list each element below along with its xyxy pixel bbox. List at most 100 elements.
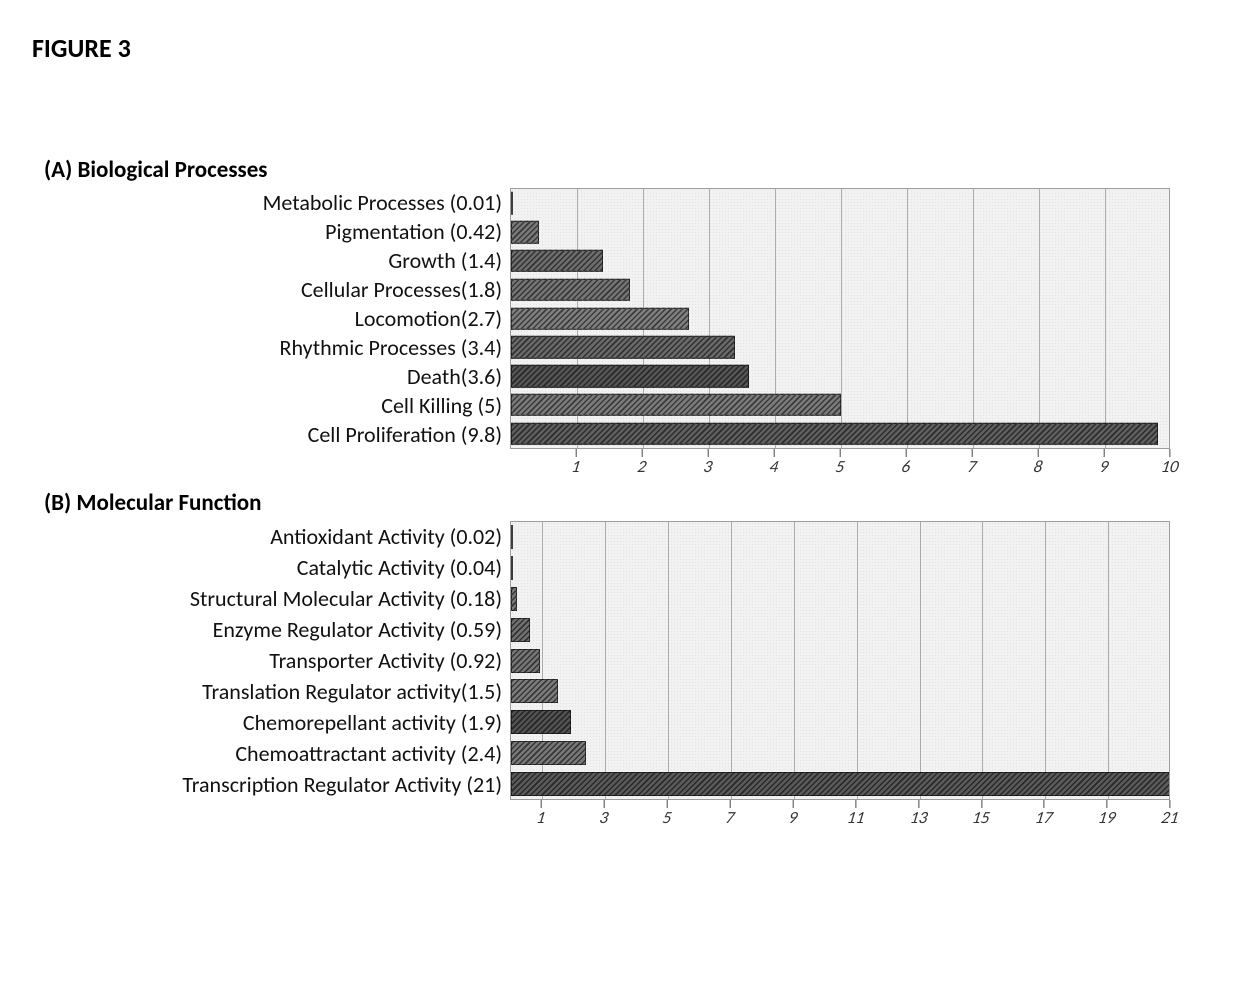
tick-label: 3 [598, 809, 610, 826]
bar [511, 192, 513, 214]
tick-label: 1 [570, 458, 582, 475]
category-label: Cell Killing (5) [32, 391, 502, 420]
section-title: (A) Biological Processes [44, 156, 1200, 184]
labels-column: Antioxidant Activity (0.02)Catalytic Act… [32, 521, 510, 828]
category-label: Rhythmic Processes (3.4) [32, 333, 502, 362]
bar-row [511, 304, 1169, 333]
bar-row [511, 645, 1169, 676]
tick-label: 9 [787, 809, 799, 826]
bar [511, 365, 749, 387]
category-label: Chemoattractant activity (2.4) [32, 738, 502, 769]
category-label: Enzyme Regulator Activity (0.59) [32, 614, 502, 645]
axis-tick: 8 [1034, 449, 1043, 475]
bar [511, 649, 540, 673]
category-label: Chemorepellant activity (1.9) [32, 707, 502, 738]
category-label: Structural Molecular Activity (0.18) [32, 583, 502, 614]
bar [511, 587, 517, 611]
bar-row [511, 584, 1169, 615]
axis-ticks: 12345678910 [510, 449, 1170, 477]
category-label: Catalytic Activity (0.04) [32, 552, 502, 583]
axis-tick: 9 [1100, 449, 1109, 475]
axis-tick: 7 [726, 800, 735, 826]
chart-panel: (B) Molecular Function Antioxidant Activi… [32, 489, 1200, 828]
bar-row [511, 390, 1169, 419]
category-label: Transporter Activity (0.92) [32, 645, 502, 676]
chart-panel: (A) Biological Processes Metabolic Proces… [32, 156, 1200, 477]
tick-label: 2 [636, 458, 648, 475]
tick-label: 7 [724, 809, 736, 826]
bar [511, 336, 735, 358]
bar-row [511, 553, 1169, 584]
bar-row [511, 333, 1169, 362]
bars [511, 522, 1169, 799]
tick-label: 5 [834, 458, 846, 475]
labels-column: Metabolic Processes (0.01)Pigmentation (… [32, 188, 510, 477]
bar-row [511, 362, 1169, 391]
axis-spacer [32, 800, 502, 828]
axis-tick: 5 [836, 449, 845, 475]
axis-tick: 1 [572, 449, 581, 475]
bar-row [511, 275, 1169, 304]
axis-tick: 1 [537, 800, 546, 826]
bars [511, 189, 1169, 448]
tick-label: 3 [702, 458, 714, 475]
axis-spacer [32, 449, 502, 477]
axis-tick: 21 [1161, 800, 1178, 826]
bar-row [511, 768, 1169, 799]
bar-row [511, 676, 1169, 707]
tick-label: 4 [768, 458, 780, 475]
bar-row [511, 707, 1169, 738]
bar [511, 221, 539, 243]
plot-column: 13579111315171921 [510, 521, 1170, 828]
bar-row [511, 522, 1169, 553]
tick-label: 6 [900, 458, 912, 475]
tick-label: 17 [1034, 809, 1054, 826]
panels-host: (A) Biological Processes Metabolic Proces… [32, 156, 1200, 828]
tick-label: 1 [536, 809, 548, 826]
x-axis: 13579111315171921 [510, 800, 1170, 828]
bar [511, 525, 513, 549]
page: FIGURE 3 (A) Biological ProcessesMetabol… [0, 0, 1240, 1005]
bar [511, 307, 689, 329]
category-label: Pigmentation (0.42) [32, 217, 502, 246]
tick-label: 19 [1097, 809, 1117, 826]
bar-row [511, 218, 1169, 247]
axis-tick: 15 [973, 800, 990, 826]
tick-label: 5 [661, 809, 673, 826]
axis-tick: 11 [847, 800, 864, 826]
category-label: Cell Proliferation (9.8) [32, 420, 502, 449]
chart-block: Antioxidant Activity (0.02)Catalytic Act… [32, 521, 1200, 828]
axis-tick: 17 [1036, 800, 1053, 826]
plot-column: 12345678910 [510, 188, 1170, 477]
category-label: Cellular Processes(1.8) [32, 275, 502, 304]
bar [511, 279, 630, 301]
axis-tick: 4 [770, 449, 779, 475]
tick-label: 13 [908, 809, 928, 826]
bar [511, 394, 841, 416]
plot-area [510, 188, 1170, 449]
section-title: (B) Molecular Function [44, 489, 1200, 517]
tick-label: 21 [1160, 809, 1180, 826]
axis-tick: 6 [902, 449, 911, 475]
axis-tick: 3 [600, 800, 609, 826]
bar [511, 710, 571, 734]
axis-tick: 19 [1099, 800, 1116, 826]
bar-row [511, 419, 1169, 448]
tick-label: 15 [971, 809, 991, 826]
category-label: Growth (1.4) [32, 246, 502, 275]
bar [511, 556, 513, 580]
axis-tick: 2 [638, 449, 647, 475]
tick-label: 7 [966, 458, 978, 475]
plot-area [510, 521, 1170, 800]
bar [511, 679, 558, 703]
x-axis: 12345678910 [510, 449, 1170, 477]
tick-label: 10 [1160, 458, 1180, 475]
category-label: Death(3.6) [32, 362, 502, 391]
category-label: Translation Regulator activity(1.5) [32, 676, 502, 707]
category-label: Locomotion(2.7) [32, 304, 502, 333]
bar [511, 772, 1170, 796]
tick-label: 8 [1032, 458, 1044, 475]
axis-tick: 3 [704, 449, 713, 475]
bar [511, 422, 1158, 444]
bar [511, 741, 586, 765]
